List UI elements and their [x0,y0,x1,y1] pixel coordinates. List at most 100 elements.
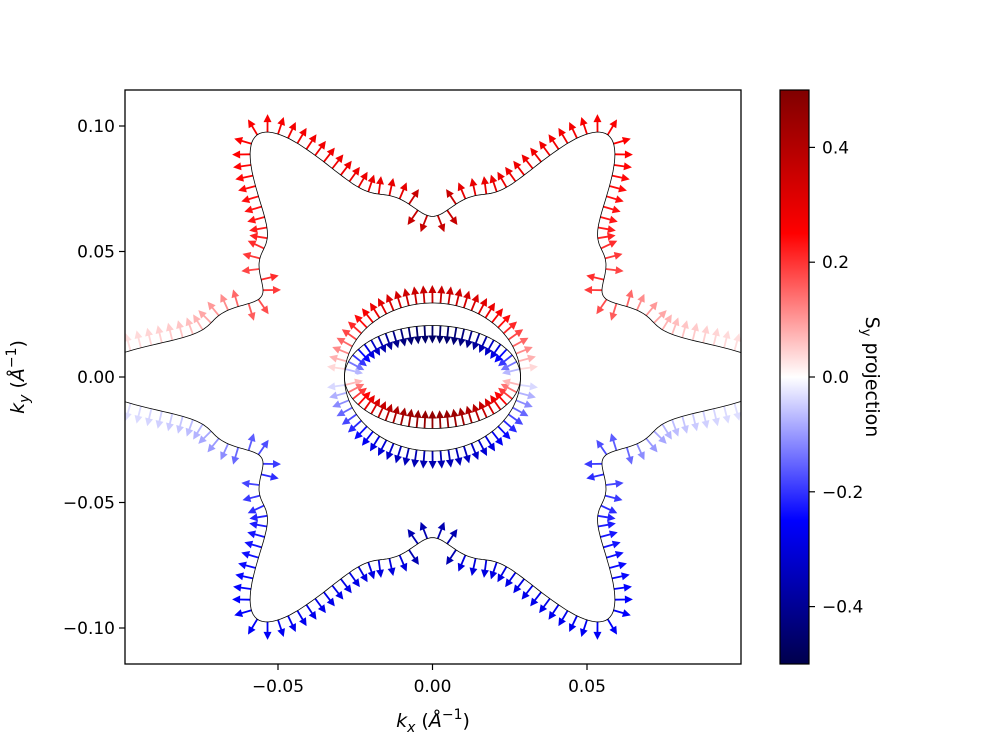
spin-arrow [701,410,710,429]
spin-arrow [457,182,467,200]
spin-arrow [457,328,466,347]
spin-arrow [477,439,488,457]
spin-arrow [406,327,415,346]
spin-arrow [329,354,347,363]
spin-arrow [446,189,457,205]
spin-arrow [234,137,252,145]
spin-arrow [357,391,371,406]
spin-arrow [419,215,429,233]
spin-arrow [484,339,495,356]
spin-arrow [515,346,533,355]
spin-arrow [733,333,741,351]
spin-arrow [507,413,524,425]
spin-arrow [185,419,194,437]
spin-arrow [645,301,658,317]
spin-arrow [539,140,551,156]
spin-arrow [220,443,229,461]
spin-arrow [394,445,402,464]
spin-arrow [497,171,508,188]
spin-arrow [491,430,504,446]
spin-arrow [100,395,114,415]
spin-arrow [512,406,529,417]
spin-arrow [450,327,459,346]
spin-arrow [489,562,498,580]
spin-arrow [600,215,618,224]
spin-arrow [376,176,384,195]
spin-arrow [406,408,415,427]
spin-arrow [606,119,617,136]
spin-arrow [513,160,525,176]
spin-arrow [548,134,560,150]
spin-arrow [625,289,634,307]
spin-arrow [341,413,358,425]
spin-arrow [176,416,184,434]
spin-arrow [613,137,631,145]
spin-arrow [712,408,720,427]
spin-arrow [207,301,220,317]
plot-area: −0.05 0.00 0.05 −0.10 −0.05 0.00 0.05 0.10 kx … [4,89,776,736]
y-tick-label: 0.05 [77,243,115,263]
colorbar-label: Sy projection [858,317,883,438]
spin-arrow [681,416,689,434]
spin-arrow [392,405,400,424]
spin-arrow [597,232,616,241]
spin-arrow [443,326,452,345]
spin-arrow [586,273,605,282]
spin-arrow [497,566,508,583]
spin-arrow [519,363,538,372]
spin-arrow [593,114,602,133]
spin-arrow [377,336,387,353]
spin-arrow [260,472,279,481]
spin-arrow [348,571,360,588]
x-tick-label: 0.00 [414,677,452,697]
spin-arrow [428,325,437,344]
spin-arrow [384,403,393,421]
spin-arrow [463,290,471,309]
y-axis-ticks: −0.10 −0.05 0.00 0.05 0.10 [63,117,125,639]
spin-arrow [701,325,710,344]
spin-arrow [411,286,420,305]
spin-arrow [376,559,384,578]
spin-arrow [314,598,326,614]
spin-arrow [741,399,754,419]
spin-arrow [428,450,437,469]
spin-arrow [454,448,463,466]
spin-arrow [166,413,174,432]
spin-arrow [419,450,428,469]
spin-arrow [609,433,618,451]
colorbar-tick-label: 0.2 [822,253,849,273]
spin-arrow [166,322,174,341]
spin-arrow [497,314,511,329]
spin-arrow [287,615,296,633]
spin-arrow [361,430,374,446]
spin-arrow [569,615,578,633]
spin-arrow [247,504,265,514]
spin-arrow [661,423,672,440]
spin-arrow [653,310,667,324]
colorbar: −0.4 −0.2 0.0 0.2 0.4 Sy projection [779,89,883,665]
spin-arrow [584,459,603,468]
spin-arrow [761,390,776,410]
spin-arrow [336,406,353,417]
spin-arrow [347,360,365,371]
spin-arrow [584,286,603,295]
spin-arrows-layer [88,114,776,640]
spin-arrow [605,479,624,488]
spin-arrow [134,405,143,424]
spin-arrow [234,609,252,617]
spin-arrow [446,528,458,545]
spin-arrow [443,409,452,428]
spin-arrow [386,443,395,461]
spin-arrow [262,286,281,295]
fermi-contours-layer [125,131,741,623]
spin-arrow [490,343,502,360]
spin-arrow [352,354,367,367]
spin-arrow [363,394,375,411]
spin-arrow [377,439,388,457]
spin-arrow [198,430,212,444]
spin-arrow [88,344,103,364]
spin-arrow [193,314,204,331]
spin-arrow [558,610,569,627]
spin-arrow [345,367,363,376]
spin-arrow [518,354,536,363]
